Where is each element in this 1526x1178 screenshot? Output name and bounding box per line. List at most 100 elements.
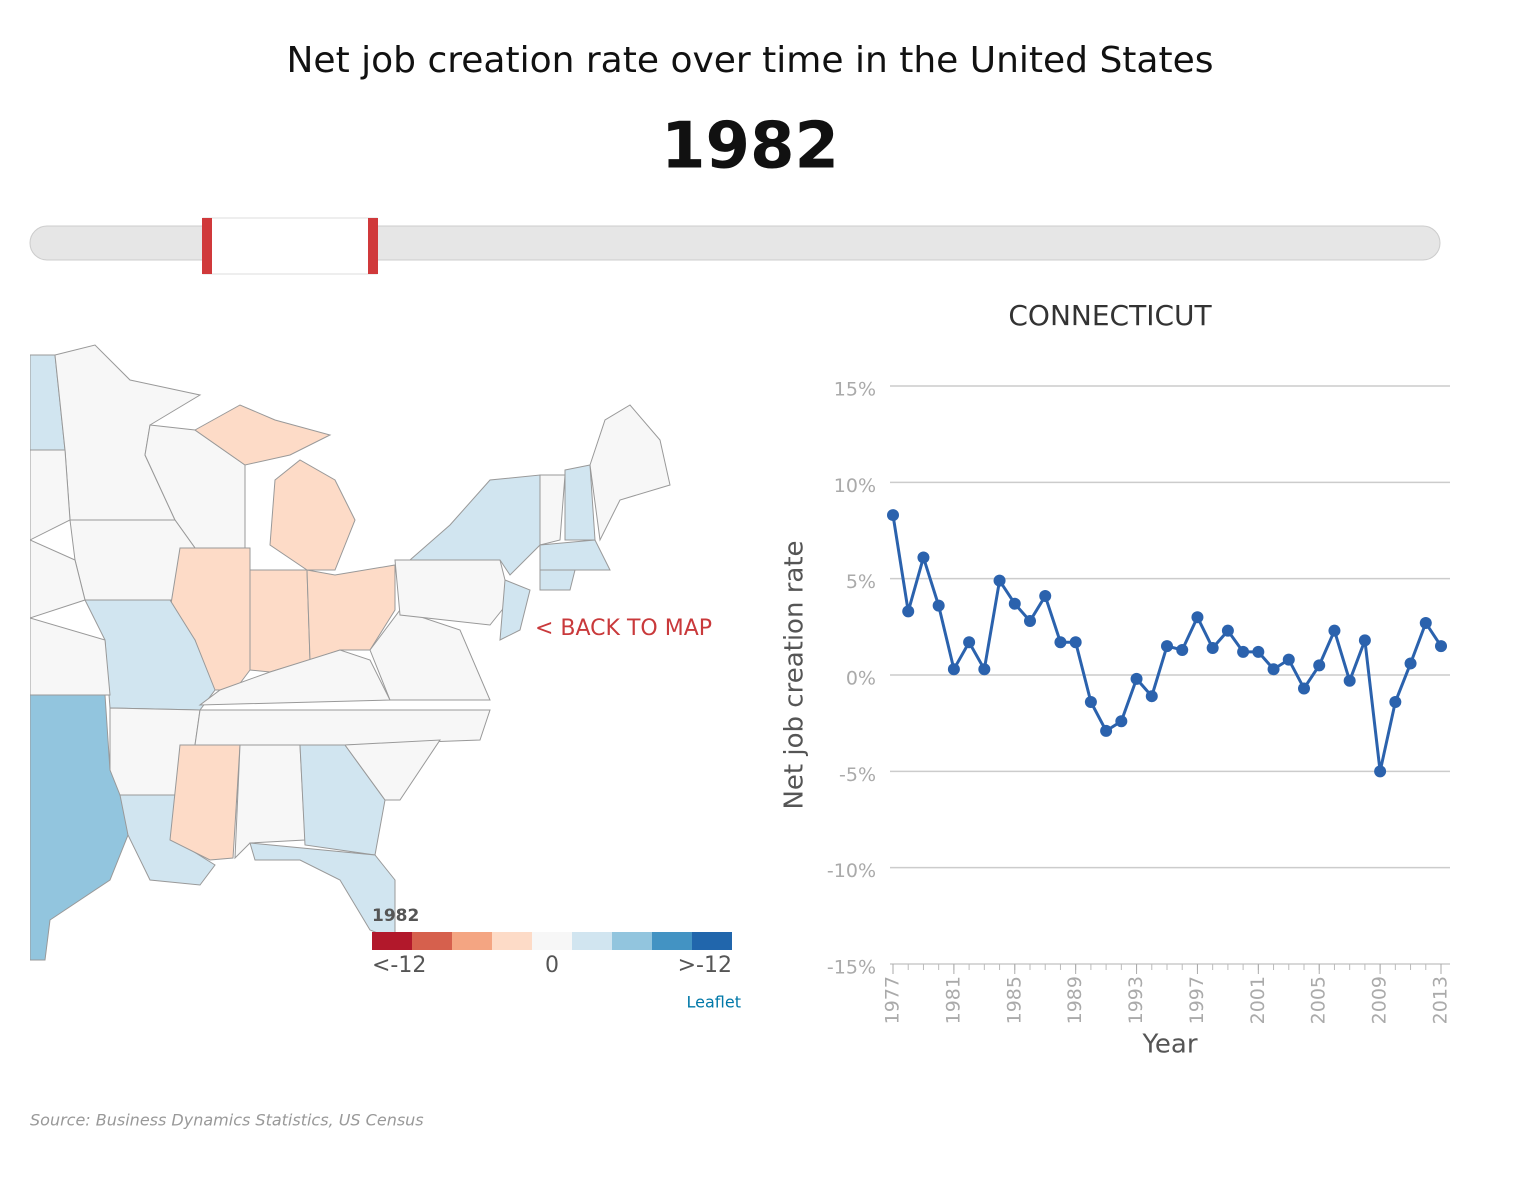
data-point [963, 636, 976, 649]
state[interactable] [198, 649, 391, 706]
slider-handle-right[interactable] [368, 218, 378, 274]
attribution[interactable]: Leaflet [687, 993, 741, 1012]
x-tick-label: 2013 [1430, 976, 1452, 1024]
data-point [1054, 636, 1067, 649]
data-point [917, 551, 930, 564]
data-point [1221, 624, 1234, 637]
source: Source: Business Dynamics Statistics, US… [30, 1111, 424, 1130]
x-axis-label: Year [1141, 1030, 1197, 1060]
state[interactable] [539, 539, 611, 571]
data-point [1282, 653, 1295, 666]
legend-label: >-12 [678, 953, 732, 978]
chart-title: CONNECTICUT [1008, 299, 1212, 332]
state[interactable] [408, 474, 541, 576]
year-display: 1982 [661, 110, 839, 184]
legend-title: 1982 [372, 906, 419, 926]
data-point [1298, 682, 1310, 695]
x-tick-label: 1981 [942, 976, 964, 1024]
legend-swatch [532, 932, 572, 950]
state[interactable] [394, 559, 511, 626]
legend-swatch [412, 932, 452, 950]
data-point [1267, 663, 1280, 676]
data-point [1206, 642, 1219, 655]
data-point [1145, 690, 1158, 703]
data-point [1191, 611, 1204, 624]
data-point [1358, 634, 1371, 647]
x-tick-label: 1977 [882, 976, 904, 1024]
state[interactable] [589, 404, 671, 542]
y-tick-label: 0% [846, 668, 876, 690]
data-point [993, 574, 1006, 587]
legend-label: <-12 [372, 953, 426, 978]
data-point [1130, 672, 1143, 685]
data-point [947, 663, 960, 676]
state[interactable] [249, 569, 311, 673]
y-tick-label: -5% [839, 764, 876, 786]
state[interactable] [169, 744, 241, 861]
legend-swatch [692, 932, 732, 950]
slider-track[interactable] [29, 225, 1441, 261]
state[interactable] [539, 474, 566, 546]
data-point [1176, 643, 1189, 656]
data-point [1100, 724, 1113, 737]
data-point [1328, 624, 1341, 637]
legend-label: 0 [545, 953, 559, 978]
y-tick-label: -10% [827, 860, 876, 882]
x-tick-label: 1997 [1186, 976, 1208, 1024]
data-point [932, 599, 945, 612]
x-tick-label: 2005 [1308, 976, 1330, 1024]
x-tick-label: 2009 [1369, 976, 1391, 1024]
data-point [1115, 715, 1128, 728]
data-point [1069, 636, 1082, 649]
map[interactable] [30, 344, 671, 961]
data-point [902, 605, 915, 618]
state[interactable] [194, 709, 491, 746]
state[interactable] [539, 569, 576, 591]
page-title: Net job creation rate over time in the U… [287, 40, 1214, 81]
state[interactable] [344, 739, 441, 801]
data-point [1404, 657, 1417, 670]
data-point [1237, 645, 1250, 658]
state[interactable] [30, 449, 71, 541]
data-point [1084, 695, 1097, 708]
x-tick-label: 1989 [1064, 976, 1086, 1024]
data-point [1343, 674, 1356, 687]
data-point [1374, 765, 1387, 778]
data-point [1008, 597, 1021, 610]
legend-swatch [452, 932, 492, 950]
data-point [887, 509, 899, 522]
data-point [1419, 616, 1432, 629]
legend-swatch [652, 932, 692, 950]
state[interactable] [564, 464, 596, 541]
state[interactable] [249, 842, 396, 941]
legend-swatch [492, 932, 532, 950]
data-point [978, 663, 991, 676]
legend-swatch [572, 932, 612, 950]
y-tick-label: 5% [846, 571, 876, 593]
data-point [1039, 590, 1052, 603]
state[interactable] [499, 579, 531, 641]
data-point [1024, 615, 1036, 628]
slider-handle[interactable] [202, 217, 378, 275]
state[interactable] [30, 617, 111, 696]
y-tick-label: 10% [834, 475, 876, 497]
x-tick-label: 1985 [1003, 976, 1025, 1024]
state[interactable] [30, 694, 129, 961]
x-tick-label: 1993 [1125, 976, 1147, 1024]
y-tick-label: -15% [827, 957, 876, 979]
state[interactable] [234, 744, 306, 860]
state[interactable] [194, 404, 332, 466]
back-to-map[interactable]: < BACK TO MAP [535, 616, 712, 641]
data-point [1161, 640, 1173, 653]
data-point [1435, 640, 1447, 653]
data-point [1389, 695, 1402, 708]
y-tick-label: 15% [834, 379, 876, 401]
data-point [1313, 659, 1326, 672]
state[interactable] [369, 609, 491, 701]
legend-swatch [612, 932, 652, 950]
state[interactable] [269, 459, 356, 571]
data-point [1252, 645, 1265, 658]
slider-handle-left[interactable] [202, 218, 212, 274]
x-tick-label: 2001 [1247, 976, 1269, 1024]
